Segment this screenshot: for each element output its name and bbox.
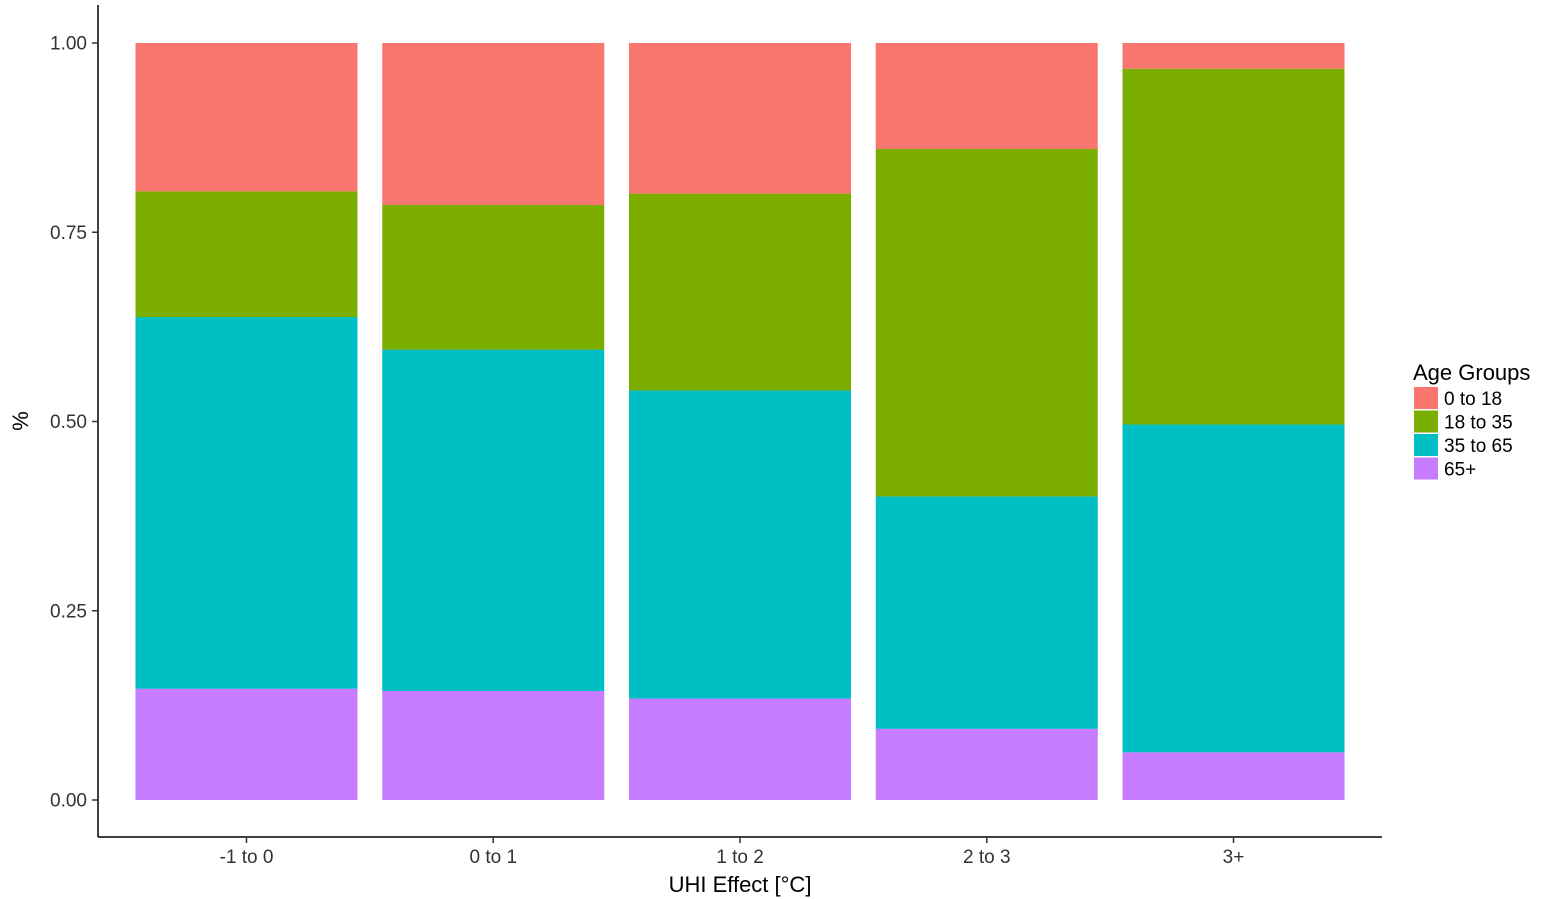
legend-swatch — [1414, 410, 1438, 433]
bar-segment — [1122, 752, 1345, 800]
bar-segment — [629, 698, 851, 800]
legend-label: 35 to 65 — [1444, 436, 1513, 457]
x-tick-label: 0 to 1 — [469, 847, 517, 868]
x-tick-label: 3+ — [1223, 847, 1245, 868]
bar-segment — [135, 317, 358, 689]
bars-group — [135, 43, 1345, 800]
bar-segment — [382, 204, 605, 350]
bar-segment — [382, 690, 605, 800]
legend-title: Age Groups — [1413, 360, 1530, 385]
legend-swatch — [1414, 387, 1438, 409]
bar-segment — [135, 688, 358, 800]
x-tick-label: -1 to 0 — [220, 847, 274, 868]
y-tick-label: 0.00 — [50, 791, 87, 812]
bar-segment — [875, 496, 1098, 729]
y-ticks-group: 0.00 0.25 0.50 0.75 1.00 — [50, 34, 98, 812]
y-tick-label: 1.00 — [50, 34, 87, 55]
legend-label: 65+ — [1444, 460, 1476, 481]
bar-segment — [1122, 68, 1345, 425]
bar-segment — [382, 349, 605, 691]
y-tick-label: 0.75 — [50, 223, 87, 244]
legend-swatch — [1414, 434, 1438, 456]
bar-segment — [1122, 43, 1345, 69]
bar-segment — [629, 43, 851, 194]
bar-segment — [629, 390, 851, 699]
bar-segment — [135, 43, 358, 192]
legend-swatch — [1414, 457, 1438, 480]
bar-segment — [382, 43, 605, 205]
legend-label: 18 to 35 — [1444, 413, 1513, 434]
bar-segment — [629, 193, 851, 391]
y-tick-label: 0.25 — [50, 601, 87, 622]
bar-segment — [1122, 424, 1345, 753]
bar-segment — [875, 148, 1098, 497]
bar-segment — [875, 728, 1098, 800]
x-tick-label: 1 to 2 — [716, 847, 764, 868]
y-axis-title: % — [8, 411, 33, 431]
bar-segment — [135, 191, 358, 318]
y-tick-label: 0.50 — [50, 412, 87, 433]
x-tick-label: 2 to 3 — [963, 847, 1011, 868]
bar-segment — [875, 43, 1098, 149]
legend-label: 0 to 18 — [1444, 389, 1502, 410]
x-axis-title: UHI Effect [°C] — [669, 872, 812, 897]
x-ticks-group: -1 to 0 0 to 1 1 to 2 2 to 3 3+ — [220, 837, 1245, 868]
